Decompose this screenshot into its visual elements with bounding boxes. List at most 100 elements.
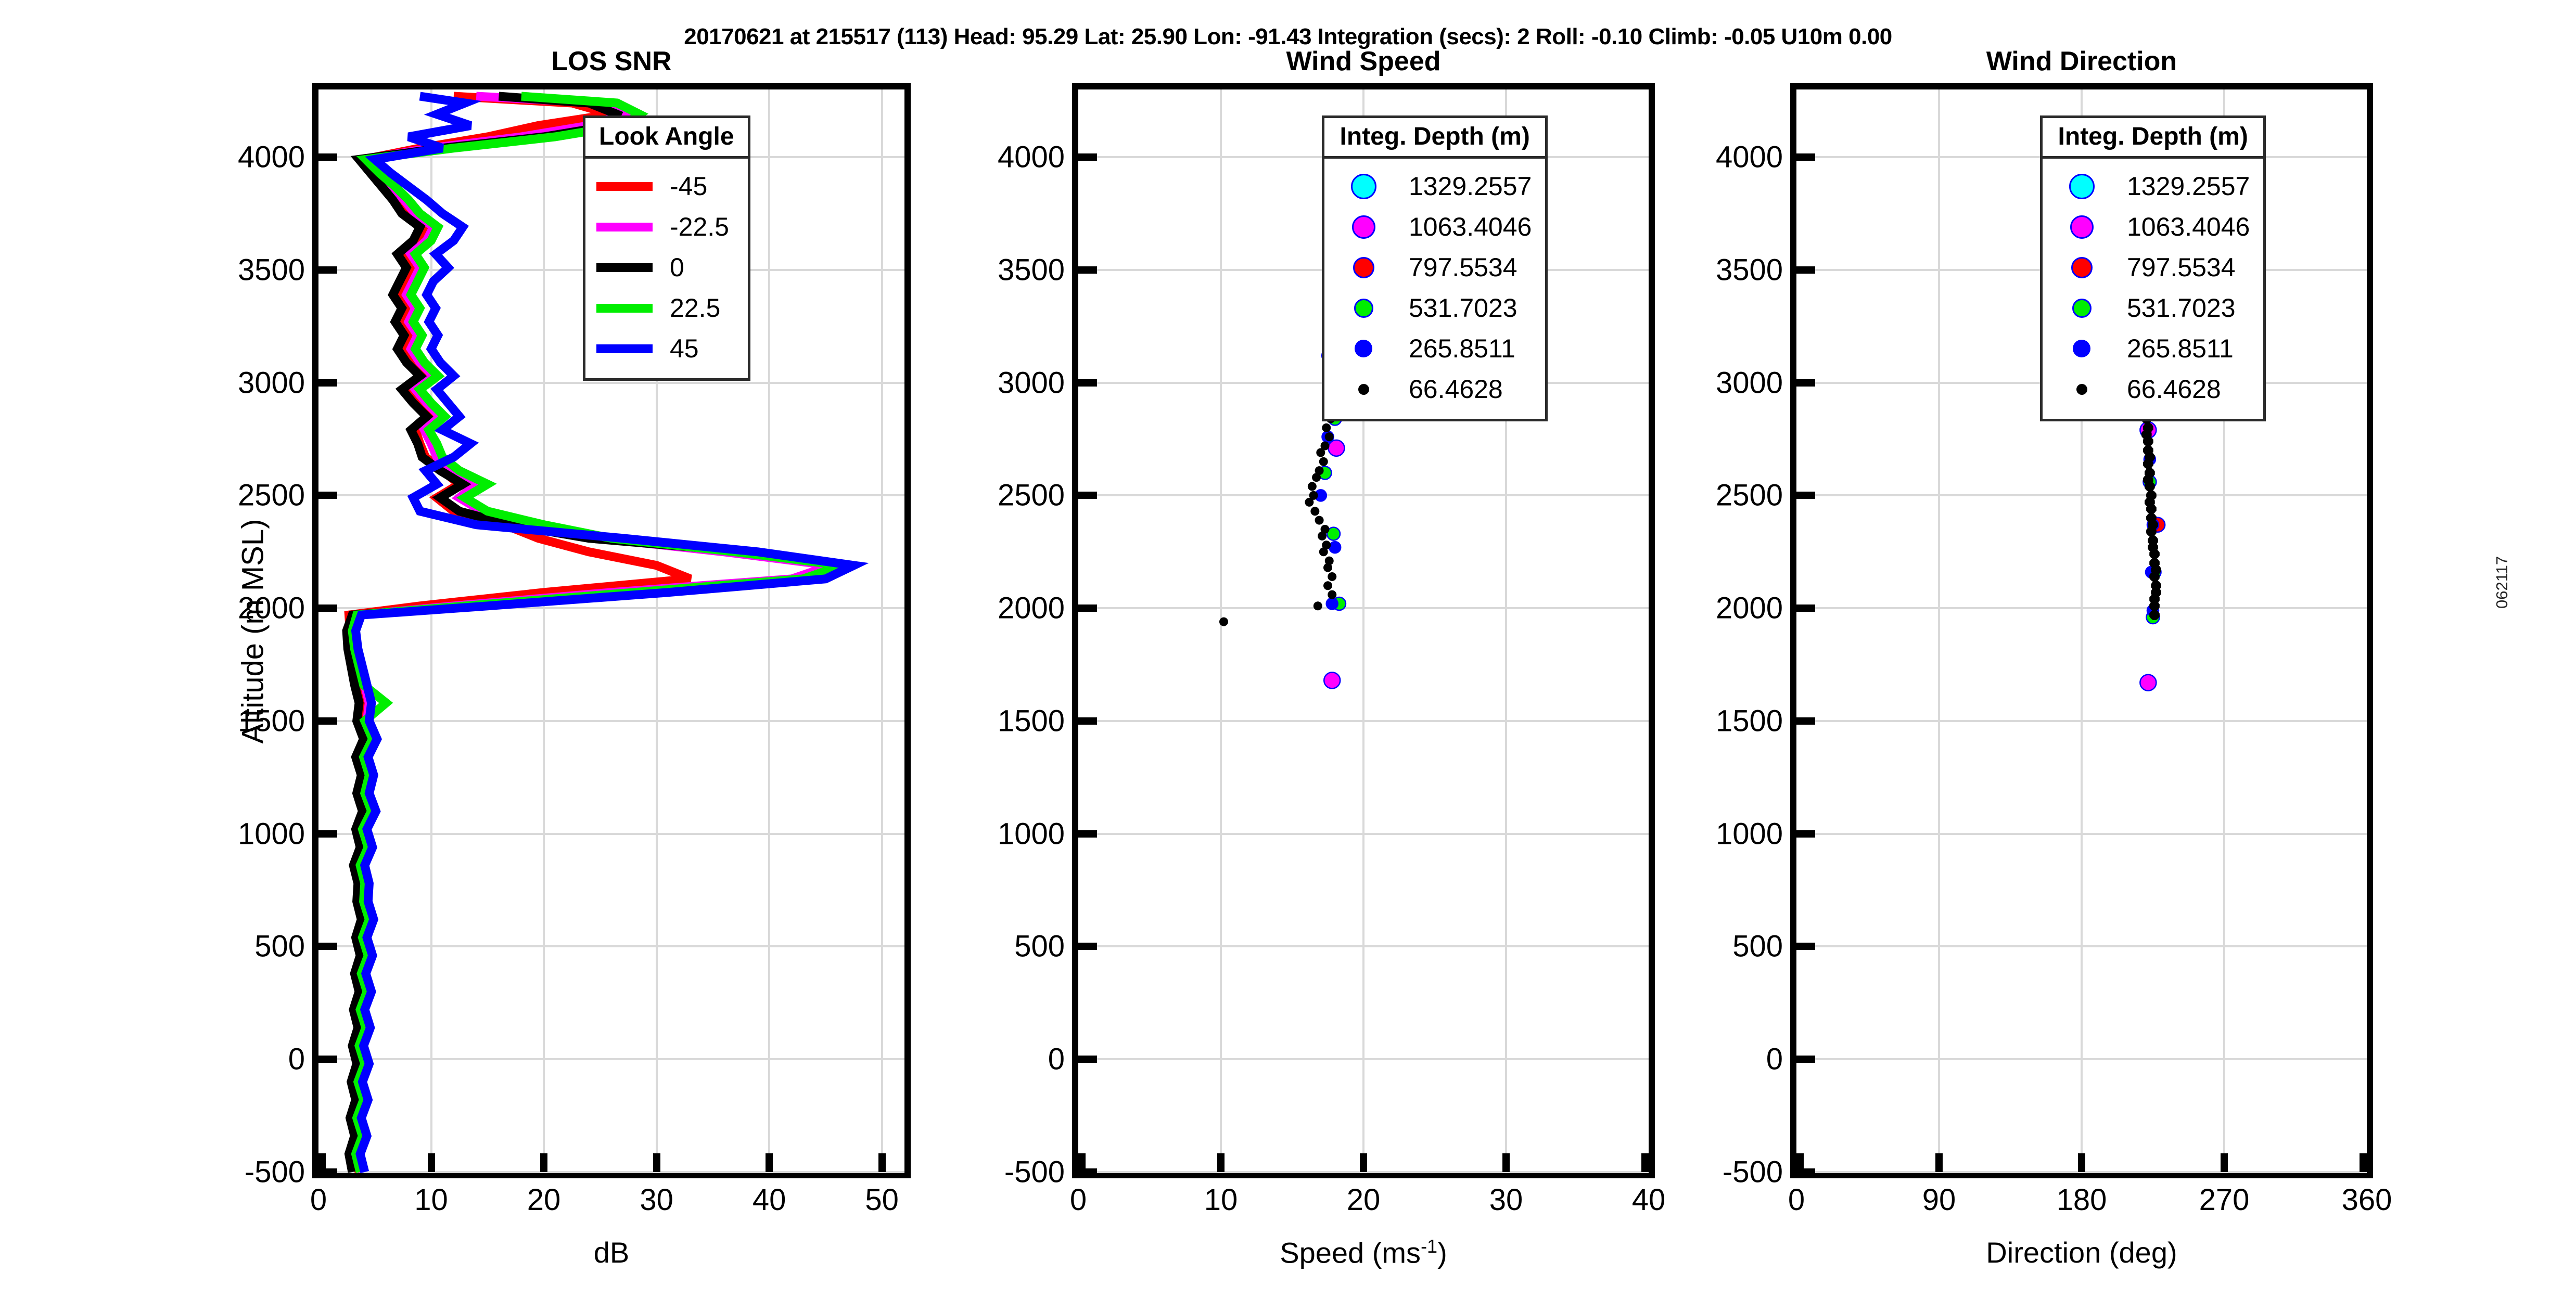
scatter-marker [1324,556,1334,565]
y-axis-tick-label: 4000 [1715,140,1783,174]
legend-dot-icon [2070,215,2094,239]
scatter-marker [1323,672,1341,689]
legend-entry[interactable]: -22.5 [591,207,734,247]
legend-entry-label: 265.8511 [2127,334,2234,363]
legend-entry-label: 45 [670,334,699,363]
gridline-vertical [1938,89,1940,1172]
y-axis-tick-label: 3500 [237,253,305,287]
x-axis-tick-label: 270 [2199,1183,2250,1217]
legend-entry[interactable]: 797.5534 [2048,247,2250,288]
x-axis-tick-label: 40 [1631,1183,1666,1217]
legend-entry[interactable]: 45 [591,328,734,369]
gridline-horizontal [318,1058,904,1061]
legend-entry-label: 22.5 [670,293,721,323]
legend-entry[interactable]: 265.8511 [1330,328,1532,369]
gridline-horizontal [318,494,904,497]
panel3-title: Wind Direction [1986,46,2177,76]
scatter-marker [1328,572,1337,581]
x-axis-tick [2360,1153,2367,1172]
legend-marker-swatch [1330,173,1397,199]
wind-direction-marker [2143,436,2153,447]
y-axis-tick-label: 1500 [1715,704,1783,738]
legend-dot-icon [1351,215,1375,239]
scatter-marker [1328,590,1337,599]
panel1-yaxis-title: Altitude (m MSL) [236,519,270,744]
gridline-horizontal [318,381,904,384]
y-axis-tick-label: 3000 [997,366,1065,400]
y-axis-tick-label: 500 [1014,929,1065,963]
legend-entry[interactable]: 797.5534 [1330,247,1532,288]
legend-entry[interactable]: 66.4628 [2048,369,2250,409]
legend-dot-icon [2073,340,2090,357]
legend-entry-label: 1329.2557 [1409,172,1532,201]
y-axis-tick [1796,830,1815,838]
y-axis-tick-label: 1000 [1715,817,1783,851]
x-axis-tick-label: 30 [640,1183,673,1217]
legend-entry[interactable]: -45 [591,166,734,207]
x-axis-tick [1935,1153,1943,1172]
legend-entry[interactable]: 531.7023 [2048,288,2250,328]
legend-dot-icon [2072,298,2092,318]
y-axis-tick [318,492,337,499]
x-axis-tick-label: 20 [527,1183,561,1217]
legend-entry[interactable]: 531.7023 [1330,288,1532,328]
legend-entry[interactable]: 0 [591,247,734,288]
legend-entry-label: 531.7023 [2127,293,2236,323]
y-axis-tick-label: 4000 [237,140,305,174]
x-axis-tick-label: 90 [1922,1183,1956,1217]
legend-line-swatch [591,263,658,272]
legend-line-icon [596,303,653,313]
panel2-legend-title: Integ. Depth (m) [1324,118,1546,159]
wind-direction-marker [2146,504,2157,514]
legend-entry[interactable]: 22.5 [591,288,734,328]
legend-entry-label: 0 [670,253,684,282]
legend-dot-icon [1350,173,1376,199]
y-axis-tick-label: -500 [1722,1155,1783,1189]
scatter-marker [1320,524,1330,534]
legend-entry[interactable]: 265.8511 [2048,328,2250,369]
snr-profile-line [351,92,869,1174]
y-axis-tick-label: 2000 [1715,591,1783,625]
legend-entry[interactable]: 66.4628 [1330,369,1532,409]
y-axis-tick [1796,1056,1815,1063]
y-axis-tick [1078,1056,1097,1063]
x-axis-tick [1078,1153,1086,1172]
legend-entry-label: 1329.2557 [2127,172,2250,201]
legend-dot-icon [1358,383,1369,395]
legend-entry[interactable]: 1063.4046 [1330,207,1532,247]
panel2-legend: Integ. Depth (m) 1329.2557 1063.4046 797.5… [1322,115,1548,421]
scatter-marker [1219,617,1228,626]
y-axis-tick [1078,266,1097,274]
scatter-marker [1320,441,1330,451]
panel2-title: Wind Speed [1286,46,1441,76]
legend-entry[interactable]: 1329.2557 [2048,166,2250,207]
x-axis-tick [878,1153,886,1172]
scatter-marker [1325,597,1338,610]
y-axis-tick-label: 3500 [1715,253,1783,287]
wind-direction-marker [2149,601,2160,611]
legend-entry[interactable]: 1063.4046 [2048,207,2250,247]
legend-entry-label: 265.8511 [1409,334,1515,363]
gridline-horizontal [318,719,904,722]
y-axis-tick-label: 3000 [237,366,305,400]
y-axis-tick [1796,717,1815,725]
scatter-marker [1305,497,1314,507]
legend-marker-swatch [2048,215,2115,239]
legend-entry-label: 66.4628 [2127,375,2221,404]
gridline-horizontal [318,607,904,610]
y-axis-tick [318,717,337,725]
panel-wind-speed: Wind Speed -500 0 500 1000 1500 2000 2500 3000 3… [998,46,1665,1269]
y-axis-tick-label: 3000 [1715,366,1783,400]
y-axis-tick [1796,604,1815,612]
scatter-marker [1323,563,1332,572]
x-axis-tick [540,1153,548,1172]
x-axis-tick [1360,1153,1367,1172]
panel3-xaxis-title: Direction (deg) [1986,1236,2177,1269]
legend-dot-icon [1353,256,1374,278]
x-axis-tick [1796,1153,1804,1172]
legend-entry[interactable]: 1329.2557 [1330,166,1532,207]
y-axis-tick [1796,153,1815,161]
y-axis-tick-label: -500 [244,1155,305,1189]
y-axis-tick [1078,830,1097,838]
wind-direction-marker [2149,549,2160,559]
